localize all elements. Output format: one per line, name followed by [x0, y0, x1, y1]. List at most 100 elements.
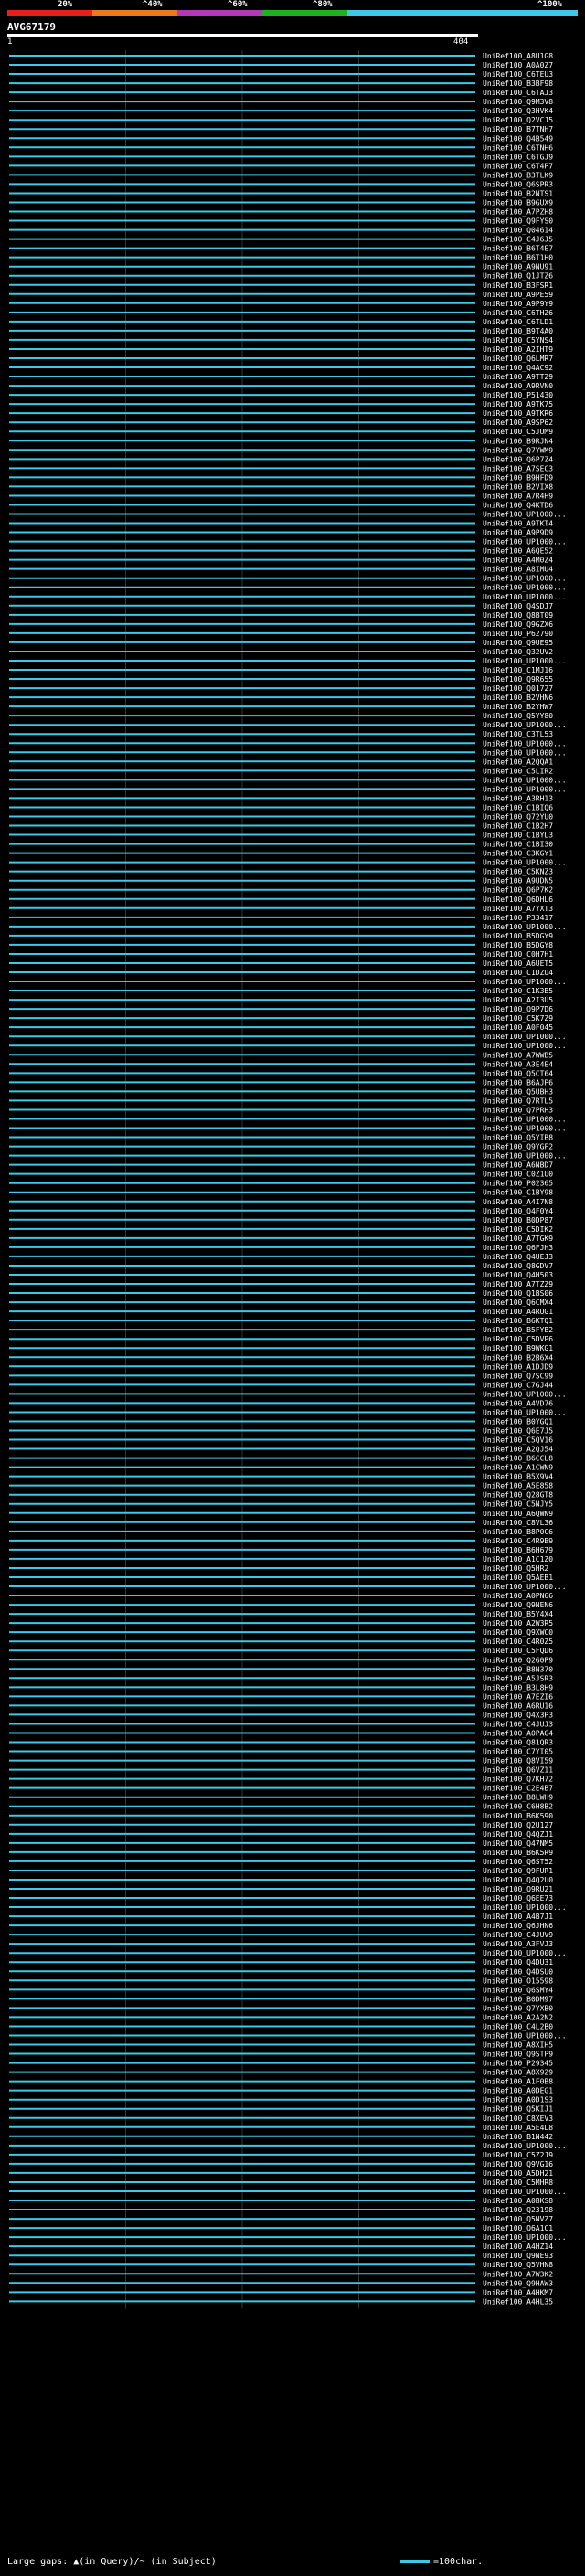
hit-id-label: UniRef100_Q7SC99	[483, 1372, 553, 1380]
scale-swatch	[400, 2560, 430, 2563]
hit-id-label: UniRef100_B5DGY9	[483, 932, 553, 940]
hit-id-label: UniRef100_B7TNH7	[483, 125, 553, 133]
hit-id-label: UniRef100_Q6CMX4	[483, 1299, 553, 1307]
hit-id-label: UniRef100_Q9RU21	[483, 1885, 553, 1893]
hit-id-label: UniRef100_B6KTQ1	[483, 1317, 553, 1325]
hit-id-label: UniRef100_Q6SMY4	[483, 1986, 553, 1994]
hit-id-label: UniRef100_A5DH21	[483, 2169, 553, 2178]
hit-id-label: UniRef100_Q6DHL6	[483, 896, 553, 904]
hit-id-label: UniRef100_Q5VHN8	[483, 2261, 553, 2269]
hit-id-label: UniRef100_A1DJD9	[483, 1362, 553, 1371]
hit-id-label: UniRef100_C4J6J5	[483, 236, 553, 244]
hit-id-label: UniRef100_A6QWN9	[483, 1510, 553, 1518]
hit-id-label: UniRef100_P51430	[483, 391, 553, 399]
hit-id-label: UniRef100_Q6EE73	[483, 1894, 553, 1903]
hit-id-label: UniRef100_A9TKR6	[483, 409, 553, 418]
hit-id-label: UniRef100_A4HZ14	[483, 2242, 553, 2251]
hit-id-label: UniRef100_A8X929	[483, 2069, 553, 2077]
hit-id-label: UniRef100_Q47NM5	[483, 1839, 553, 1848]
hit-id-label: UniRef100_A0A0Z7	[483, 61, 553, 69]
hit-id-label: UniRef100_B2NTS1	[483, 189, 553, 197]
hit-id-label: UniRef100_Q3HVK4	[483, 107, 553, 115]
hit-id-label: UniRef100_A2W3R5	[483, 1619, 553, 1627]
hit-id-label: UniRef100_P62790	[483, 630, 553, 638]
hit-id-label: UniRef100_UP1000...	[483, 511, 567, 519]
hit-id-label: UniRef100_B2YHW7	[483, 703, 553, 711]
hit-id-label: UniRef100_C0H7H1	[483, 950, 553, 959]
hit-id-label: UniRef100_B5DGY8	[483, 941, 553, 949]
hit-id-label: UniRef100_UP1000...	[483, 1125, 567, 1133]
hit-id-label: UniRef100_Q9UE95	[483, 639, 553, 647]
hit-id-label: UniRef100_Q5KIJ1	[483, 2105, 553, 2114]
hit-id-label: UniRef100_Q4KTD6	[483, 501, 553, 509]
hit-id-label: UniRef100_Q6LMR7	[483, 355, 553, 363]
hit-id-label: UniRef100_Q9GZX6	[483, 620, 553, 629]
hit-id-label: UniRef100_C7YI05	[483, 1748, 553, 1756]
hit-id-label: UniRef100_Q9VG16	[483, 2160, 553, 2168]
hit-id-label: UniRef100_Q1BS06	[483, 1289, 553, 1298]
hit-id-label: UniRef100_B8N370	[483, 1665, 553, 1673]
hit-id-label: UniRef100_B3BF98	[483, 80, 553, 88]
hit-id-label: UniRef100_P29345	[483, 2060, 553, 2068]
scale-label-100: ^100%	[537, 0, 562, 9]
hit-id-label: UniRef100_Q4DU31	[483, 1958, 553, 1966]
hit-id-label: UniRef100_UP1000...	[483, 584, 567, 592]
hit-id-label: UniRef100_Q4H503	[483, 1271, 553, 1279]
hit-id-label: UniRef100_Q23198	[483, 2206, 553, 2214]
hit-id-label: UniRef100_A0PN66	[483, 1592, 553, 1600]
hit-id-label: UniRef100_A4M0Z4	[483, 557, 553, 565]
hit-id-label: UniRef100_A0DEG1	[483, 2087, 553, 2095]
hit-id-label: UniRef100_A4HKM7	[483, 2288, 553, 2296]
hit-id-label: UniRef100_UP1000...	[483, 923, 567, 931]
hit-id-label: UniRef100_Q4SDJ7	[483, 602, 553, 610]
hit-id-label: UniRef100_C0Z1U0	[483, 1171, 553, 1179]
scale-label-20: 20%	[58, 0, 72, 9]
hit-id-label: UniRef100_A7R4H9	[483, 492, 553, 500]
hit-id-label: UniRef100_B6CCL8	[483, 1455, 553, 1463]
hit-id-label: UniRef100_B6K5R9	[483, 1849, 553, 1857]
hit-id-label: UniRef100_Q4AC92	[483, 364, 553, 372]
hit-id-label: UniRef100_B5FYB2	[483, 1326, 553, 1334]
hit-id-label: UniRef100_A1C1Z0	[483, 1555, 553, 1564]
hit-id-label: UniRef100_Q4F0Y4	[483, 1207, 553, 1215]
hit-id-label: UniRef100_A4HL35	[483, 2297, 553, 2306]
hit-id-label: UniRef100_C5NJY5	[483, 1500, 553, 1509]
hit-id-label: UniRef100_C6THZ6	[483, 309, 553, 317]
hit-id-label: UniRef100_Q5YY80	[483, 712, 553, 720]
hit-id-label: UniRef100_C4L2B0	[483, 2022, 553, 2030]
hit-id-label: UniRef100_B8P0C6	[483, 1528, 553, 1536]
hit-id-label: UniRef100_UP1000...	[483, 978, 567, 986]
legend-footer: Large gaps: ▲(in Query)/~ (in Subject) =…	[7, 2557, 578, 2571]
hit-id-label: UniRef100_C1B2H7	[483, 822, 553, 831]
hit-id-label: UniRef100_A6NBD7	[483, 1161, 553, 1170]
hit-id-label: UniRef100_A9TK75	[483, 400, 553, 408]
hit-id-label: UniRef100_UP1000...	[483, 2031, 567, 2040]
hit-id-label: UniRef100_Q8BT09	[483, 611, 553, 620]
hit-id-label: UniRef100_B9HFD9	[483, 473, 553, 482]
hit-id-label: UniRef100_C1BI30	[483, 841, 553, 849]
hit-id-label: UniRef100_Q2U127	[483, 1821, 553, 1829]
hit-id-label: UniRef100_A2IHT9	[483, 345, 553, 354]
large-gaps-legend: Large gaps: ▲(in Query)/~ (in Subject)	[7, 2557, 217, 2567]
hit-id-label: UniRef100_Q6E7J5	[483, 1427, 553, 1436]
hit-id-label: UniRef100_A9RVN0	[483, 382, 553, 390]
hit-id-label: UniRef100_Q6SPR3	[483, 180, 553, 188]
hit-id-label: UniRef100_Q7PRH3	[483, 1106, 553, 1114]
hit-id-label: UniRef100_Q6ST52	[483, 1858, 553, 1866]
hit-id-label: UniRef100_UP1000...	[483, 1583, 567, 1591]
hit-id-label: UniRef100_UP1000...	[483, 575, 567, 583]
hit-id-label: UniRef100_B9GUX9	[483, 198, 553, 207]
hit-id-label: UniRef100_A4RUG1	[483, 1308, 553, 1316]
hit-id-label: UniRef100_C5DIK2	[483, 1225, 553, 1234]
hit-id-label: UniRef100_C6H8B2	[483, 1803, 553, 1811]
hit-id-label: UniRef100_Q9FUR1	[483, 1867, 553, 1875]
hit-id-label: UniRef100_Q5HR2	[483, 1564, 548, 1573]
hit-id-label: UniRef100_C4JUJ3	[483, 1720, 553, 1728]
hit-id-label: UniRef100_UP1000...	[483, 2188, 567, 2196]
hit-id-label: UniRef100_Q7RTL5	[483, 1097, 553, 1105]
hit-id-label: UniRef100_B3TLK9	[483, 171, 553, 179]
hit-id-label: UniRef100_A6QE52	[483, 547, 553, 556]
hit-id-label: UniRef100_UP1000...	[483, 721, 567, 729]
hit-id-label: UniRef100_B8LWH9	[483, 1794, 553, 1802]
hit-id-label: UniRef100_Q4DSU0	[483, 1967, 553, 1976]
